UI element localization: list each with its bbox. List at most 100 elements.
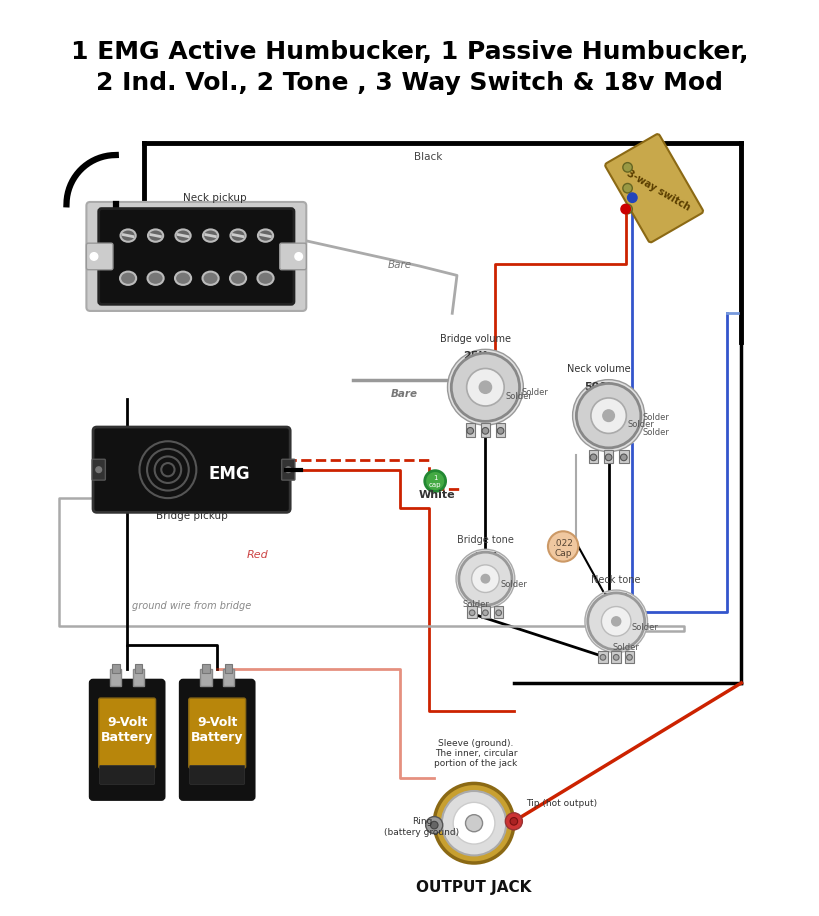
Circle shape: [600, 655, 606, 660]
Bar: [604, 450, 613, 463]
Ellipse shape: [202, 272, 219, 285]
Circle shape: [295, 253, 302, 260]
Text: Bare: Bare: [388, 260, 412, 270]
Text: Solder: Solder: [500, 580, 527, 589]
Text: Solder: Solder: [628, 420, 655, 429]
FancyBboxPatch shape: [92, 459, 106, 480]
Circle shape: [622, 204, 632, 213]
FancyBboxPatch shape: [180, 680, 254, 800]
Circle shape: [482, 610, 488, 616]
Circle shape: [605, 454, 612, 461]
Text: Solder: Solder: [631, 623, 658, 632]
Circle shape: [590, 398, 627, 433]
Ellipse shape: [148, 229, 163, 242]
Text: Solder: Solder: [522, 387, 548, 397]
Text: Bridge pickup: Bridge pickup: [156, 511, 228, 521]
Text: 9-Volt
Battery: 9-Volt Battery: [191, 716, 243, 745]
Circle shape: [459, 552, 512, 605]
FancyBboxPatch shape: [93, 427, 290, 512]
Bar: [110, 669, 121, 686]
Bar: [598, 650, 608, 663]
Text: Solder: Solder: [643, 413, 670, 422]
Circle shape: [621, 454, 627, 461]
Circle shape: [613, 655, 619, 660]
Circle shape: [453, 802, 495, 844]
FancyBboxPatch shape: [86, 202, 306, 311]
FancyBboxPatch shape: [280, 243, 306, 269]
Text: OUTPUT JACK: OUTPUT JACK: [416, 880, 532, 895]
Text: EMG: EMG: [209, 465, 251, 484]
Bar: [481, 606, 490, 618]
Text: Bridge tone: Bridge tone: [457, 535, 514, 545]
Text: White: White: [419, 490, 455, 500]
Ellipse shape: [230, 272, 246, 285]
Circle shape: [585, 590, 648, 652]
Bar: [625, 650, 634, 663]
Ellipse shape: [147, 272, 164, 285]
Circle shape: [590, 454, 597, 461]
Circle shape: [510, 817, 518, 825]
Circle shape: [482, 574, 490, 583]
Circle shape: [431, 822, 438, 829]
Text: Red: Red: [247, 550, 269, 560]
Ellipse shape: [230, 229, 246, 242]
Text: 500k: 500k: [602, 593, 631, 603]
Text: Solder: Solder: [463, 600, 490, 609]
Bar: [202, 664, 210, 673]
FancyBboxPatch shape: [99, 209, 294, 304]
Text: 2 Ind. Vol., 2 Tone , 3 Way Switch & 18v Mod: 2 Ind. Vol., 2 Tone , 3 Way Switch & 18v…: [96, 71, 723, 94]
Text: ground wire from bridge: ground wire from bridge: [132, 601, 251, 611]
Circle shape: [588, 593, 645, 649]
Bar: [494, 606, 504, 618]
Circle shape: [627, 193, 637, 202]
Text: Bare: Bare: [391, 388, 418, 398]
Circle shape: [447, 349, 523, 425]
Ellipse shape: [120, 229, 136, 242]
Circle shape: [572, 379, 645, 452]
Circle shape: [465, 814, 482, 832]
Circle shape: [451, 353, 519, 421]
Ellipse shape: [258, 229, 273, 242]
FancyBboxPatch shape: [90, 680, 164, 800]
Ellipse shape: [175, 229, 191, 242]
Circle shape: [434, 783, 514, 863]
Text: 500k: 500k: [584, 382, 614, 391]
Circle shape: [612, 616, 621, 626]
Bar: [481, 423, 490, 437]
Circle shape: [622, 163, 632, 172]
Bar: [135, 664, 143, 673]
Bar: [468, 606, 477, 618]
Bar: [224, 664, 233, 673]
Bar: [465, 423, 475, 437]
Circle shape: [441, 791, 506, 856]
Text: 25K: 25K: [474, 552, 496, 562]
Bar: [200, 669, 211, 686]
Circle shape: [456, 550, 515, 608]
Ellipse shape: [203, 229, 218, 242]
FancyBboxPatch shape: [99, 698, 156, 769]
Text: 25K: 25K: [464, 351, 487, 361]
Text: Solder: Solder: [506, 392, 532, 401]
FancyBboxPatch shape: [605, 134, 703, 243]
Text: Neck pickup: Neck pickup: [183, 193, 247, 203]
Bar: [112, 664, 120, 673]
Circle shape: [497, 428, 504, 434]
Circle shape: [548, 531, 578, 562]
Text: Bridge volume: Bridge volume: [440, 333, 511, 344]
Bar: [619, 450, 628, 463]
FancyBboxPatch shape: [100, 766, 155, 784]
Circle shape: [426, 816, 443, 834]
Ellipse shape: [175, 272, 191, 285]
Text: Ring
(battery ground): Ring (battery ground): [384, 817, 459, 836]
Circle shape: [467, 428, 473, 434]
Text: 1 EMG Active Humbucker, 1 Passive Humbucker,: 1 EMG Active Humbucker, 1 Passive Humbuc…: [70, 40, 749, 64]
Circle shape: [425, 471, 446, 492]
Bar: [133, 669, 144, 686]
Text: Neck volume: Neck volume: [567, 364, 631, 374]
FancyBboxPatch shape: [282, 459, 295, 480]
Circle shape: [495, 610, 501, 616]
Ellipse shape: [120, 272, 136, 285]
Text: Tip (hot output): Tip (hot output): [526, 799, 597, 808]
Bar: [589, 450, 598, 463]
Circle shape: [627, 655, 632, 660]
